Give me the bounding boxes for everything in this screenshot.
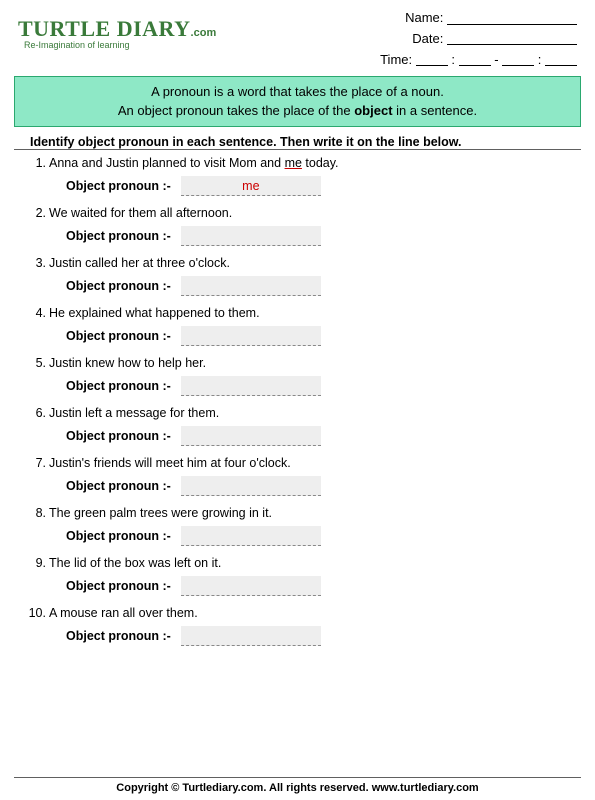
question-number: 10. — [26, 606, 46, 620]
question-item: 2.We waited for them all afternoon. Objec… — [26, 206, 569, 246]
time-label: Time: — [380, 52, 412, 67]
time-blank[interactable] — [502, 54, 534, 66]
definition-line1: A pronoun is a word that takes the place… — [25, 83, 570, 101]
question-sentence: 4.He explained what happened to them. — [26, 306, 569, 320]
definition-box: A pronoun is a word that takes the place… — [14, 76, 581, 126]
logo-com: .com — [191, 27, 217, 39]
answer-label: Object pronoun :- — [66, 479, 171, 493]
answer-row: Object pronoun :- — [26, 526, 569, 546]
worksheet-header: TURTLE DIARY.com Re-Imagination of learn… — [0, 0, 595, 72]
question-sentence: 8.The green palm trees were growing in i… — [26, 506, 569, 520]
question-text: Anna and Justin planned to visit Mom and — [49, 156, 285, 170]
question-number: 4. — [26, 306, 46, 320]
student-info: Name: Date: Time: : - : — [380, 8, 577, 70]
answer-row: Object pronoun :- — [26, 376, 569, 396]
answer-label: Object pronoun :- — [66, 579, 171, 593]
answer-input[interactable] — [181, 326, 321, 346]
question-text: Justin's friends will meet him at four o… — [49, 456, 291, 470]
answer-row: Object pronoun :- me — [26, 176, 569, 196]
question-sentence: 9.The lid of the box was left on it. — [26, 556, 569, 570]
footer-copyright: Copyright © Turtlediary.com. All rights … — [14, 777, 581, 794]
answer-label: Object pronoun :- — [66, 179, 171, 193]
question-text: Justin called her at three o'clock. — [49, 256, 230, 270]
question-item: 9.The lid of the box was left on it. Obje… — [26, 556, 569, 596]
highlighted-word: me — [285, 156, 302, 170]
question-number: 2. — [26, 206, 46, 220]
answer-row: Object pronoun :- — [26, 626, 569, 646]
answer-label: Object pronoun :- — [66, 379, 171, 393]
time-blank[interactable] — [459, 54, 491, 66]
question-sentence: 3.Justin called her at three o'clock. — [26, 256, 569, 270]
question-text: Justin knew how to help her. — [49, 356, 206, 370]
question-number: 5. — [26, 356, 46, 370]
question-item: 8.The green palm trees were growing in i… — [26, 506, 569, 546]
question-number: 8. — [26, 506, 46, 520]
time-blank[interactable] — [416, 54, 448, 66]
answer-input[interactable] — [181, 376, 321, 396]
logo: TURTLE DIARY.com Re-Imagination of learn… — [18, 8, 216, 70]
question-text: Justin left a message for them. — [49, 406, 219, 420]
question-sentence: 5.Justin knew how to help her. — [26, 356, 569, 370]
answer-row: Object pronoun :- — [26, 576, 569, 596]
question-number: 7. — [26, 456, 46, 470]
answer-label: Object pronoun :- — [66, 629, 171, 643]
answer-input[interactable]: me — [181, 176, 321, 196]
question-item: 7.Justin's friends will meet him at four… — [26, 456, 569, 496]
answer-label: Object pronoun :- — [66, 329, 171, 343]
answer-row: Object pronoun :- — [26, 276, 569, 296]
question-number: 9. — [26, 556, 46, 570]
answer-input[interactable] — [181, 526, 321, 546]
question-item: 5.Justin knew how to help her. Object pro… — [26, 356, 569, 396]
answer-row: Object pronoun :- — [26, 476, 569, 496]
question-item: 3.Justin called her at three o'clock. Obj… — [26, 256, 569, 296]
instructions: Identify object pronoun in each sentence… — [14, 133, 581, 150]
definition-line2: An object pronoun takes the place of the… — [25, 102, 570, 120]
time-blank[interactable] — [545, 54, 577, 66]
question-item: 6.Justin left a message for them. Object … — [26, 406, 569, 446]
question-text: The lid of the box was left on it. — [49, 556, 221, 570]
question-text: He explained what happened to them. — [49, 306, 260, 320]
question-text: A mouse ran all over them. — [49, 606, 198, 620]
answer-input[interactable] — [181, 276, 321, 296]
name-blank[interactable] — [447, 13, 577, 25]
question-number: 3. — [26, 256, 46, 270]
answer-input[interactable] — [181, 626, 321, 646]
answer-input[interactable] — [181, 476, 321, 496]
question-item: 10.A mouse ran all over them. Object pron… — [26, 606, 569, 646]
question-sentence: 10.A mouse ran all over them. — [26, 606, 569, 620]
question-text: We waited for them all afternoon. — [49, 206, 232, 220]
answer-label: Object pronoun :- — [66, 229, 171, 243]
question-number: 1. — [26, 156, 46, 170]
answer-label: Object pronoun :- — [66, 529, 171, 543]
date-label: Date: — [412, 31, 443, 46]
question-item: 4.He explained what happened to them. Obj… — [26, 306, 569, 346]
date-blank[interactable] — [447, 33, 577, 45]
question-sentence: 6.Justin left a message for them. — [26, 406, 569, 420]
question-text: The green palm trees were growing in it. — [49, 506, 272, 520]
question-sentence: 1.Anna and Justin planned to visit Mom a… — [26, 156, 569, 170]
answer-label: Object pronoun :- — [66, 429, 171, 443]
answer-row: Object pronoun :- — [26, 426, 569, 446]
answer-input[interactable] — [181, 226, 321, 246]
answer-row: Object pronoun :- — [26, 226, 569, 246]
answer-row: Object pronoun :- — [26, 326, 569, 346]
answer-label: Object pronoun :- — [66, 279, 171, 293]
question-item: 1.Anna and Justin planned to visit Mom a… — [26, 156, 569, 196]
name-label: Name: — [405, 10, 443, 25]
answer-input[interactable] — [181, 576, 321, 596]
question-sentence: 2.We waited for them all afternoon. — [26, 206, 569, 220]
answer-input[interactable] — [181, 426, 321, 446]
logo-text: TURTLE DIARY — [18, 16, 191, 41]
question-text: today. — [302, 156, 339, 170]
questions-list: 1.Anna and Justin planned to visit Mom a… — [0, 156, 595, 646]
question-sentence: 7.Justin's friends will meet him at four… — [26, 456, 569, 470]
question-number: 6. — [26, 406, 46, 420]
